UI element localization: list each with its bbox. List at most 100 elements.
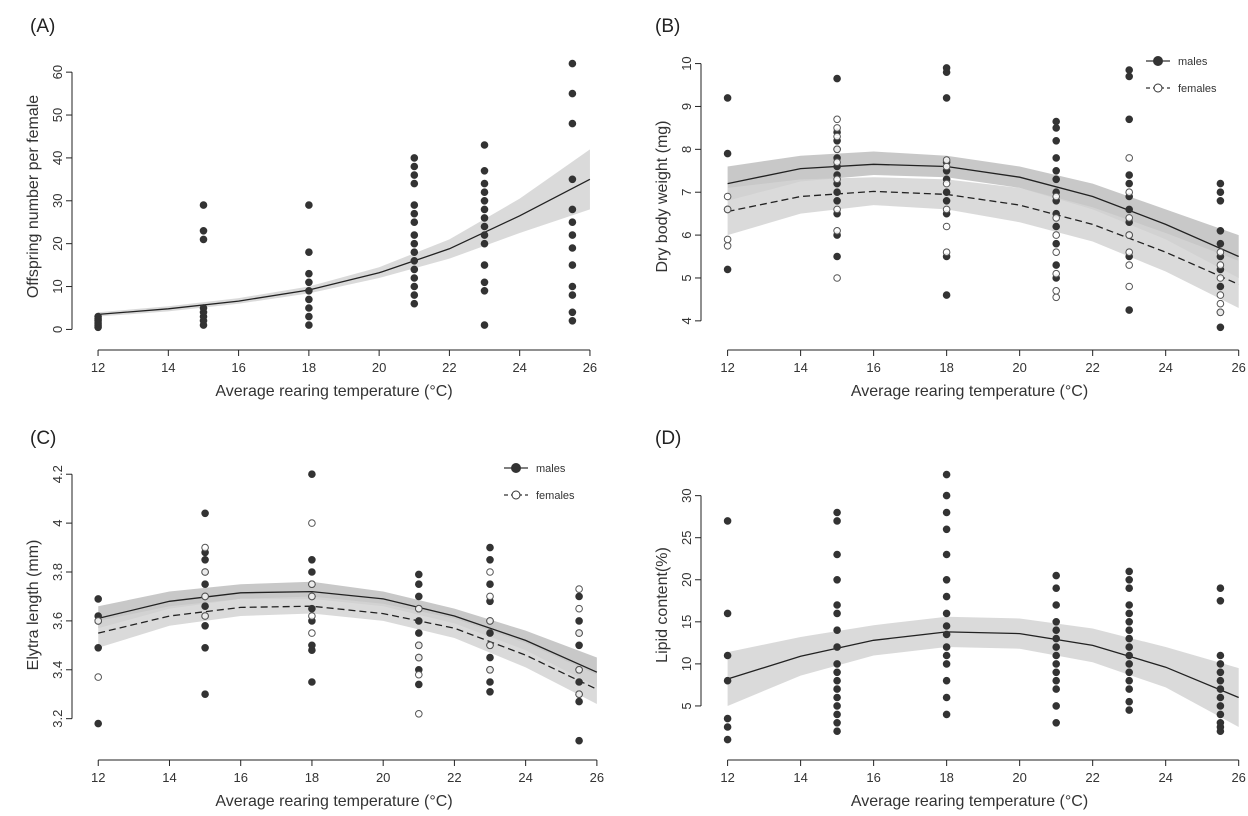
legend: males females [1146,56,1217,95]
data-point [833,727,841,736]
data-point-females [1216,291,1225,299]
data-point-males [1052,154,1060,162]
data-point-females [1052,214,1060,222]
x-tick-label: 16 [866,770,880,785]
data-point [568,205,577,214]
y-tick-label: 5 [679,702,694,709]
x-tick-label: 24 [518,770,532,785]
data-point-males [486,556,494,564]
panel-b: (B) 12 14 16 18 20 22 24 26 4 5 6 7 8 9 10 Average reari… [654,16,1246,400]
data-point-males [833,74,841,83]
data-point-males [575,697,583,706]
y-tick-label: 5 [679,274,694,281]
data-point [480,188,489,196]
data-point [305,304,313,312]
x-tick-label: 14 [793,360,807,375]
data-point [942,643,951,651]
data-point-females [575,629,583,637]
data-point [833,660,841,668]
y-tick-label: 3.6 [50,612,65,630]
data-point-females [833,158,841,166]
x-axis-label: Average rearing temperature (°C) [851,793,1088,810]
data-point-males [1125,179,1133,188]
x-axis-label: Average rearing temperature (°C) [215,383,452,400]
data-point-females [1052,293,1060,302]
data-point-females [1216,261,1225,269]
data-point-males [1052,137,1060,145]
data-point [942,525,951,534]
data-point [1216,702,1225,710]
y-tick-label: 4 [50,519,65,526]
data-point-males [1052,175,1060,184]
data-point [1052,571,1060,580]
data-point-females [833,124,841,132]
data-point [723,723,732,731]
data-point-males [833,252,841,261]
x-tick-label: 12 [91,360,105,375]
data-point [199,201,208,209]
data-point-females [486,666,494,674]
data-point-males [575,641,583,650]
y-tick-label: 10 [50,279,65,293]
data-point-males [942,94,951,102]
data-point-males [942,64,951,72]
data-point [568,175,577,184]
data-point-females [723,242,732,250]
data-point-males [1216,227,1225,235]
data-point [1052,660,1060,668]
data-point [1125,567,1133,576]
data-point-females [1125,214,1133,222]
x-tick-label: 12 [720,770,734,785]
data-point-males [1125,205,1133,214]
y-tick-label: 20 [50,236,65,250]
data-point [1216,597,1225,605]
data-point-females [201,543,209,552]
data-point-males [94,595,102,603]
data-point [410,231,419,239]
data-point [1125,651,1133,660]
data-point-females [415,670,423,679]
data-point [480,167,489,175]
data-point [568,59,577,68]
x-tick-label: 20 [1012,360,1026,375]
data-point [1216,710,1225,719]
legend-marker-males [1153,56,1163,66]
data-point [1125,668,1133,677]
x-tick-label: 12 [720,360,734,375]
data-point [1052,685,1060,693]
data-point [1052,643,1060,651]
data-point [1052,626,1060,635]
data-point [568,317,577,325]
data-point-males [1125,171,1133,179]
data-point-males [1216,239,1225,248]
fit-curve-females [727,190,1239,285]
y-tick-label: 10 [679,657,694,671]
data-point-males [1052,239,1060,248]
data-point [1216,668,1225,677]
data-point-males [201,690,209,699]
data-point-males [1216,188,1225,196]
data-point-males [1125,72,1133,81]
data-point [305,295,313,304]
data-point-females [486,568,494,576]
data-point-males [942,197,951,205]
data-point [1216,693,1225,702]
y-tick-label: 50 [50,108,65,122]
x-tick-label: 20 [372,360,386,375]
x-tick-label: 22 [447,770,461,785]
data-point-males [1216,323,1225,332]
data-point-males [1216,179,1225,188]
data-point [1125,618,1133,626]
data-point [480,278,489,287]
data-point-females [723,205,732,214]
y-tick-label: 9 [679,103,694,110]
panel-a: (A) 12 14 16 18 20 22 24 26 0 10 20 30 40 50 60 Average … [25,16,597,400]
data-point-males [575,678,583,686]
data-point [833,609,841,618]
y-tick-label: 0 [50,326,65,333]
y-tick-label: 3.4 [50,661,65,679]
x-tick-label: 26 [583,360,597,375]
data-point [568,261,577,269]
data-point [1125,643,1133,651]
y-tick-label: 25 [679,530,694,544]
